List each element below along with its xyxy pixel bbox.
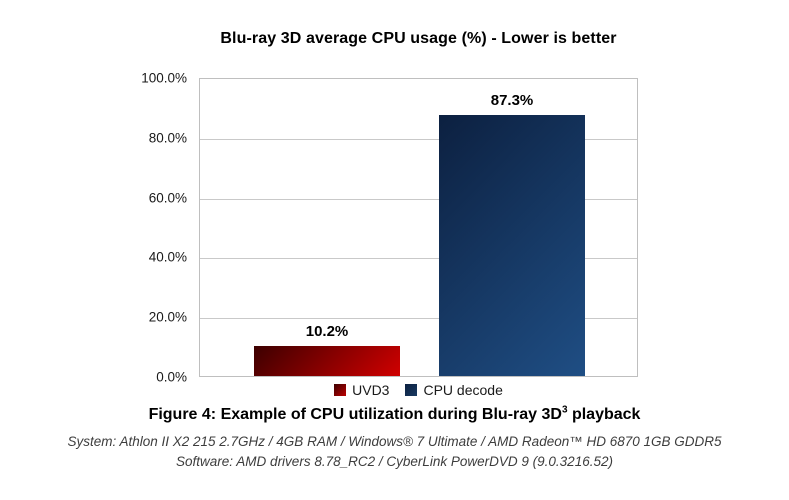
y-axis: 0.0% 20.0% 40.0% 60.0% 80.0% 100.0% [0,71,187,385]
legend-swatch [405,384,418,396]
plot-area: 10.2% 87.3% [199,78,638,377]
figure-caption-superscript: 3 [561,404,568,416]
figure-caption-text: Figure 4: Example of CPU utilization dur… [148,406,562,423]
bar-value-label: 10.2% [305,323,349,340]
y-axis-tick-label: 40.0% [148,249,187,265]
y-axis-tick-label: 80.0% [148,130,187,146]
gridline [200,318,637,319]
figure-caption-text-end: playback [567,406,641,423]
legend-item-cpu-decode: CPU decode [405,382,503,398]
bar-uvd3 [254,346,400,376]
y-axis-tick-label: 100.0% [141,70,187,86]
system-spec-line: System: Athlon II X2 215 2.7GHz / 4GB RA… [67,434,722,449]
gridline [200,199,637,200]
legend-swatch [334,384,347,396]
bar-value-label: 87.3% [490,92,534,109]
gridline [200,258,637,259]
legend-item-uvd3: UVD3 [334,382,389,398]
software-spec-line: Software: AMD drivers 8.78_RC2 / CyberLi… [176,454,613,469]
y-axis-tick-label: 60.0% [148,190,187,206]
chart-title: Blu-ray 3D average CPU usage (%) - Lower… [220,30,617,47]
figure-caption: Figure 4: Example of CPU utilization dur… [0,404,789,424]
y-axis-tick-label: 20.0% [148,309,187,325]
bar-cpu-decode [439,115,585,376]
legend-label: UVD3 [352,382,390,398]
y-axis-tick-label: 0.0% [156,369,187,385]
chart-legend: UVD3 CPU decode [199,382,638,398]
legend-label: CPU decode [423,382,503,398]
gridline [200,139,637,140]
